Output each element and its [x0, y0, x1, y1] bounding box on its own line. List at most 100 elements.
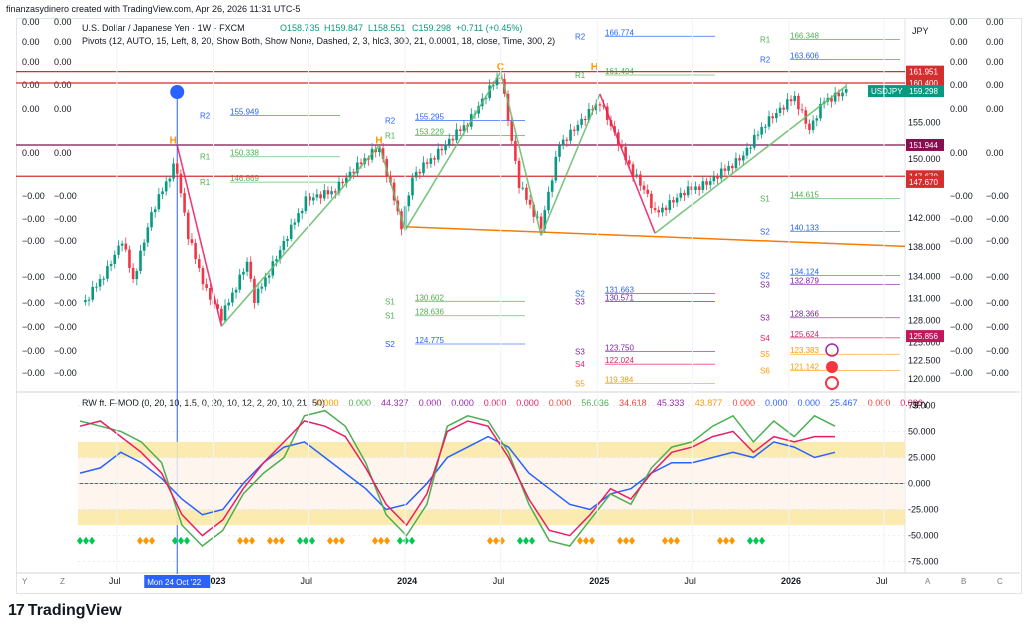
- axis-button-c[interactable]: C: [997, 577, 1003, 586]
- candle-body: [319, 194, 322, 199]
- signal-diamond: [89, 536, 95, 545]
- candle-body: [436, 148, 440, 160]
- price-tick-label: 125.000: [908, 337, 941, 347]
- signal-diamond: [339, 536, 345, 545]
- candle-body: [183, 193, 186, 213]
- axis-button-a[interactable]: A: [925, 577, 931, 586]
- oscillator-upper-zone: [78, 441, 905, 458]
- pivot-level-value: 130.571: [605, 294, 634, 303]
- candle-body: [539, 216, 543, 229]
- candle-body: [135, 271, 139, 280]
- pivots-settings: Pivots (12, AUTO, 15, Left, 8, 20, Show …: [82, 36, 555, 46]
- candle-body: [245, 261, 249, 272]
- signal-diamond: [517, 536, 523, 545]
- axis-button-b[interactable]: B: [961, 577, 966, 586]
- candle-body: [128, 249, 131, 268]
- candle-body: [216, 304, 219, 309]
- candle-body: [451, 138, 455, 141]
- left-value-a: −0.00: [22, 346, 45, 356]
- signal-diamond: [617, 536, 623, 545]
- ohlc-value: C159.298: [412, 23, 451, 33]
- candle-body: [407, 195, 411, 207]
- candle-body: [87, 299, 91, 301]
- pivot-level-label: S2: [575, 290, 585, 299]
- date-cursor-badge: [144, 575, 211, 588]
- left-value-b: −0.00: [54, 236, 77, 246]
- candle-body: [95, 286, 98, 288]
- candle-body: [686, 186, 690, 196]
- candle-body: [139, 250, 142, 272]
- oscillator-value: 45.333: [657, 398, 685, 408]
- oscillator-value: 44.327: [381, 398, 409, 408]
- pivot-level-label: S2: [760, 272, 770, 281]
- ohlc-value: H159.847: [324, 23, 363, 33]
- swing-line: [599, 93, 656, 234]
- left-value-a: 0.00: [22, 37, 40, 47]
- axis-button-z[interactable]: Z: [60, 577, 65, 586]
- candle-body: [345, 177, 348, 184]
- ohlc-value: L158.551: [368, 23, 406, 33]
- left-value-a: −0.00: [22, 214, 45, 224]
- price-tick-label: 131.000: [908, 293, 941, 303]
- signal-diamond: [303, 536, 309, 545]
- oscillator-tick-label: 0.000: [908, 479, 931, 489]
- candle-body: [661, 207, 664, 213]
- swing-line: [540, 93, 601, 236]
- left-value-a: 0.00: [22, 148, 40, 158]
- swing-line: [176, 145, 223, 327]
- pivot-level-value: 130.602: [415, 293, 444, 302]
- currency-label: JPY: [912, 26, 929, 36]
- candle-body: [756, 134, 760, 136]
- candle-body: [326, 190, 330, 195]
- candle-body: [495, 77, 499, 86]
- swing-line: [404, 71, 502, 231]
- signal-diamond: [487, 536, 493, 545]
- candle-body: [536, 216, 539, 218]
- signal-diamond: [759, 536, 765, 545]
- right-value-b: 0.00: [986, 104, 1004, 114]
- candle-body: [308, 196, 311, 201]
- tradingview-logo[interactable]: 17 TradingView: [8, 602, 122, 619]
- candle-body: [745, 147, 749, 156]
- candle-body: [775, 112, 778, 119]
- candle-body: [723, 168, 727, 171]
- candle-body: [209, 288, 212, 300]
- candle-body: [705, 181, 708, 185]
- candle-body: [249, 261, 253, 279]
- candle-body: [120, 243, 124, 246]
- oscillator-currency: JPY: [912, 400, 929, 410]
- oscillator-value: 0.000: [451, 398, 474, 408]
- oscillator-value: 0.000: [419, 398, 442, 408]
- candle-body: [672, 200, 675, 203]
- left-value-a: −0.00: [22, 322, 45, 332]
- signal-diamond: [83, 536, 89, 545]
- signal-diamond: [577, 536, 583, 545]
- candle-body: [238, 274, 242, 290]
- candle-body: [569, 129, 572, 141]
- candle-body: [624, 146, 627, 161]
- candle-body: [131, 267, 135, 280]
- candle-body: [789, 99, 793, 102]
- candle-body: [844, 89, 848, 93]
- swing-marker: H: [170, 135, 177, 146]
- right-value-a: −0.00: [950, 322, 973, 332]
- candle-body: [359, 162, 363, 164]
- swing-line: [220, 144, 380, 327]
- right-value-b: −0.00: [986, 322, 1009, 332]
- candle-body: [716, 176, 719, 179]
- candle-body: [528, 199, 532, 205]
- pivot-level-label: R2: [760, 56, 771, 65]
- candle-body: [628, 160, 631, 165]
- left-value-a: −0.00: [22, 191, 45, 201]
- candle-body: [764, 126, 767, 128]
- left-value-b: 0.00: [54, 37, 72, 47]
- candle-body: [300, 210, 304, 214]
- signal-diamond: [674, 536, 680, 545]
- axis-button-y[interactable]: Y: [22, 577, 28, 586]
- oscillator-value: 0.000: [349, 398, 372, 408]
- candle-body: [484, 98, 488, 100]
- candle-body: [194, 243, 197, 260]
- time-tick-label: 2023: [205, 576, 225, 586]
- candle-body: [381, 148, 385, 159]
